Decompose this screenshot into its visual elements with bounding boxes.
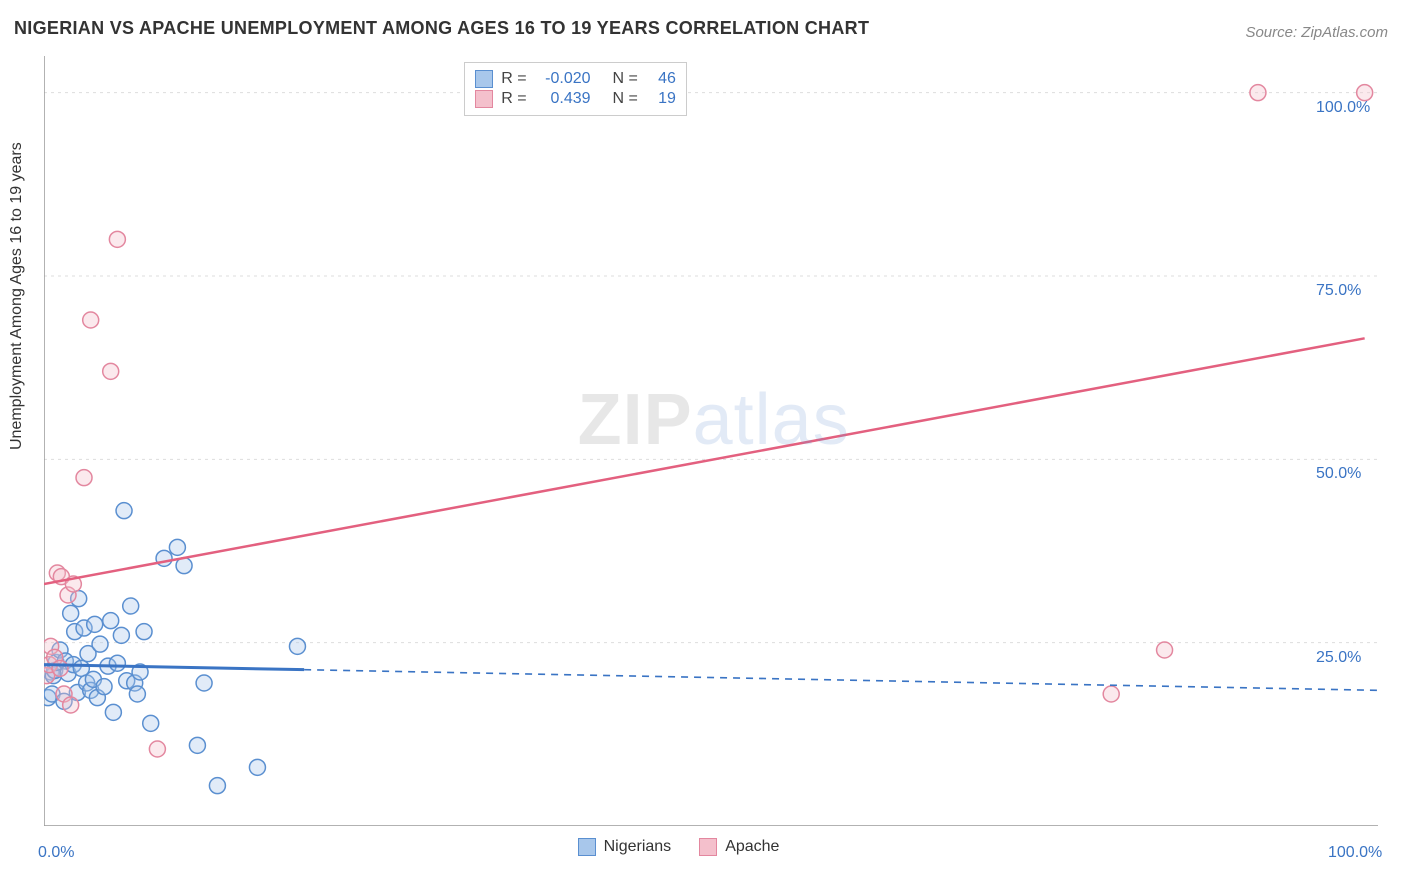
scatter-point	[136, 624, 152, 640]
y-tick-label: 100.0%	[1316, 99, 1370, 117]
n-value: 19	[646, 90, 676, 108]
scatter-point	[1157, 642, 1173, 658]
scatter-point	[1250, 85, 1266, 101]
legend: Nigerians Apache	[578, 838, 780, 856]
scatter-point	[63, 697, 79, 713]
scatter-point	[103, 613, 119, 629]
scatter-point	[289, 638, 305, 654]
legend-item: Nigerians	[578, 838, 672, 856]
y-tick-label: 25.0%	[1316, 649, 1361, 667]
scatter-point	[129, 686, 145, 702]
trendline-solid	[44, 338, 1365, 584]
legend-label: Apache	[725, 838, 779, 856]
n-label: N =	[613, 90, 638, 108]
x-tick-label: 100.0%	[1328, 844, 1382, 862]
y-tick-label: 50.0%	[1316, 465, 1361, 483]
n-value: 46	[646, 70, 676, 88]
chart-title: NIGERIAN VS APACHE UNEMPLOYMENT AMONG AG…	[14, 18, 869, 39]
scatter-point	[113, 627, 129, 643]
r-label: R =	[501, 90, 526, 108]
plot-area: ZIPatlas	[44, 56, 1378, 826]
scatter-point	[105, 704, 121, 720]
r-value: -0.020	[535, 70, 591, 88]
legend-swatch	[578, 838, 596, 856]
n-label: N =	[613, 70, 638, 88]
scatter-point	[209, 778, 225, 794]
scatter-point	[109, 655, 125, 671]
scatter-point	[249, 759, 265, 775]
scatter-point	[76, 470, 92, 486]
source-attribution: Source: ZipAtlas.com	[1245, 24, 1388, 41]
y-tick-label: 75.0%	[1316, 282, 1361, 300]
scatter-point	[1103, 686, 1119, 702]
scatter-point	[87, 616, 103, 632]
scatter-point	[149, 741, 165, 757]
scatter-point	[96, 679, 112, 695]
scatter-point	[52, 660, 68, 676]
chart-container: NIGERIAN VS APACHE UNEMPLOYMENT AMONG AG…	[0, 0, 1406, 892]
stats-row: R = 0.439 N = 19	[475, 89, 676, 109]
scatter-point	[143, 715, 159, 731]
scatter-point	[123, 598, 139, 614]
scatter-point	[189, 737, 205, 753]
scatter-point	[83, 312, 99, 328]
x-tick-label: 0.0%	[38, 844, 74, 862]
stats-swatch	[475, 90, 493, 108]
legend-label: Nigerians	[604, 838, 672, 856]
legend-item: Apache	[699, 838, 779, 856]
scatter-point	[169, 539, 185, 555]
scatter-point	[109, 231, 125, 247]
scatter-point	[63, 605, 79, 621]
scatter-point	[116, 503, 132, 519]
y-axis-label: Unemployment Among Ages 16 to 19 years	[8, 142, 26, 450]
legend-swatch	[699, 838, 717, 856]
scatter-point	[196, 675, 212, 691]
r-label: R =	[501, 70, 526, 88]
scatter-point	[103, 363, 119, 379]
trendline-dashed	[304, 670, 1378, 691]
stats-row: R = -0.020 N = 46	[475, 69, 676, 89]
scatter-plot-svg	[44, 56, 1378, 826]
scatter-point	[92, 636, 108, 652]
stats-swatch	[475, 70, 493, 88]
correlation-stats-box: R = -0.020 N = 46 R = 0.439 N = 19	[464, 62, 687, 116]
r-value: 0.439	[535, 90, 591, 108]
